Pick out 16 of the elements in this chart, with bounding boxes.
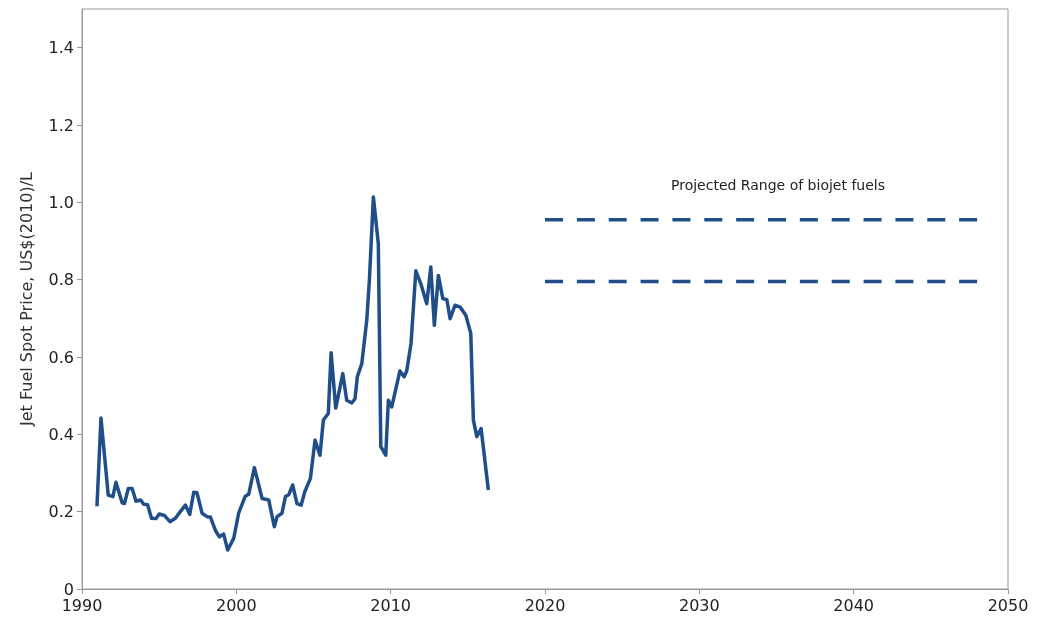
x-tick-label: 2020	[524, 595, 566, 615]
y-tick-label: 1.0	[48, 192, 74, 212]
y-tick-label: 0.8	[48, 270, 74, 290]
y-tick-label: 1.2	[48, 115, 74, 135]
x-tick-label: 2010	[370, 595, 412, 615]
y-tick-label: 0.2	[48, 502, 74, 522]
y-tick-label: 0.6	[48, 347, 74, 367]
x-tick-label: 2050	[987, 595, 1029, 615]
line-series	[95, 195, 491, 552]
y-tick-label: 0.4	[48, 424, 74, 444]
x-tick-label: 2040	[833, 595, 875, 615]
y-axis-title: Jet Fuel Spot Price, US$(2010)/L	[16, 171, 36, 427]
x-tick-label: 2000	[215, 595, 257, 615]
y-tick-label: 1.4	[48, 38, 74, 58]
x-tick-label: 2030	[678, 595, 720, 615]
annotation: Projected Range of biojet fuels	[671, 177, 885, 193]
